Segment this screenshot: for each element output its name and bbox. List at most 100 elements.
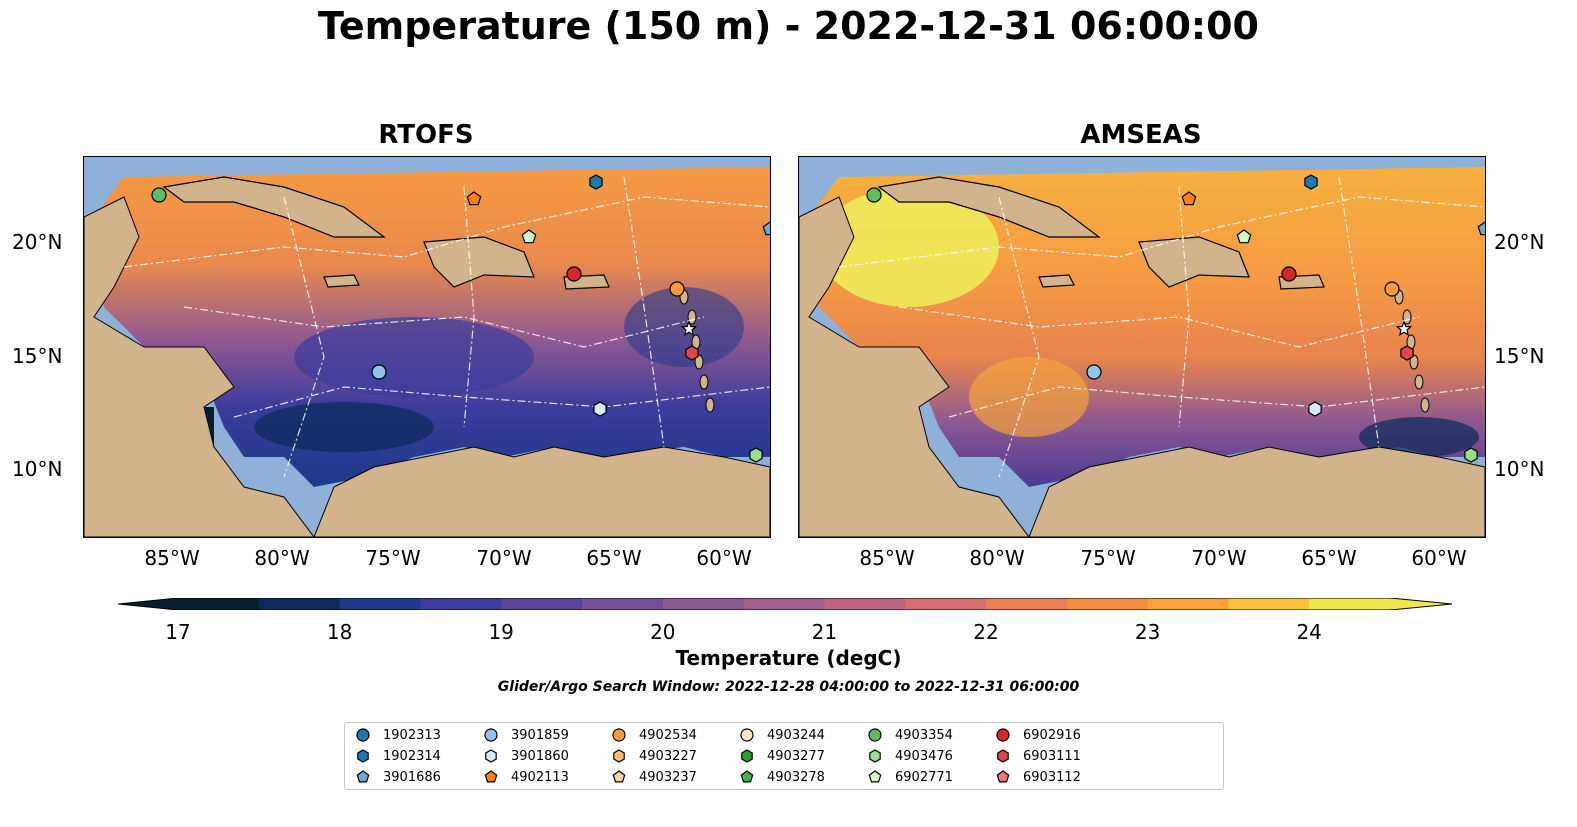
map-canvas bbox=[84, 157, 770, 537]
legend-item-label: 1902314 bbox=[383, 748, 441, 764]
legend-item: 6903112 bbox=[995, 767, 1081, 787]
legend-item: 3901859 bbox=[483, 725, 569, 745]
lon-tick-label: 80°W bbox=[254, 546, 310, 570]
colorbar bbox=[118, 598, 1452, 610]
colorbar-segment bbox=[743, 598, 825, 610]
float-marker bbox=[1086, 364, 1102, 380]
float-marker bbox=[762, 221, 770, 236]
lon-tick-label: 70°W bbox=[476, 546, 532, 570]
float-marker bbox=[1400, 345, 1414, 361]
colorbar-tick-label: 17 bbox=[165, 620, 191, 644]
panel-title-rtofs: RTOFS bbox=[378, 120, 474, 150]
legend-item-label: 3901686 bbox=[383, 769, 441, 785]
legend-item: 3901686 bbox=[355, 767, 441, 787]
lat-tick-label: 15°N bbox=[12, 344, 63, 368]
colorbar-segment bbox=[1066, 598, 1149, 610]
legend-item-label: 4903244 bbox=[767, 727, 825, 743]
hexagon-marker-icon bbox=[741, 749, 753, 763]
legend-item-label: 4903476 bbox=[895, 748, 953, 764]
lon-tick-label: 60°W bbox=[696, 546, 752, 570]
legend-item: 4903244 bbox=[739, 725, 825, 745]
colorbar-tick-label: 21 bbox=[811, 620, 838, 644]
map-canvas bbox=[799, 157, 1485, 537]
lon-tick-label: 70°W bbox=[1191, 546, 1247, 570]
hexagon-marker-icon bbox=[997, 749, 1009, 763]
hexagon-marker-icon bbox=[485, 749, 497, 763]
legend-item: 4903354 bbox=[867, 725, 953, 745]
legend-item-label: 3901860 bbox=[511, 748, 569, 764]
pentagon-marker-icon bbox=[740, 770, 754, 783]
float-marker bbox=[371, 364, 387, 380]
lat-tick-label: 20°N bbox=[1494, 230, 1545, 254]
lat-tick-label: 10°N bbox=[12, 457, 63, 481]
legend-item: 4902534 bbox=[611, 725, 697, 745]
legend-item-label: 6902916 bbox=[1023, 727, 1081, 743]
lat-tick-label: 20°N bbox=[12, 230, 63, 254]
colorbar-segment bbox=[1228, 598, 1310, 610]
legend-item: 4903278 bbox=[739, 767, 825, 787]
float-marker bbox=[1281, 266, 1297, 282]
lon-tick-label: 85°W bbox=[859, 546, 915, 570]
colorbar-tick-label: 18 bbox=[326, 620, 353, 644]
float-marker bbox=[466, 191, 482, 206]
float-marker bbox=[1477, 221, 1485, 236]
circle-marker-icon bbox=[484, 728, 498, 742]
circle-marker-icon bbox=[740, 728, 754, 742]
legend-item-label: 6903112 bbox=[1023, 769, 1081, 785]
float-legend: 1902313 1902314 3901686 3901859 3901860 49021… bbox=[344, 722, 1224, 790]
float-marker bbox=[685, 345, 699, 361]
legend-item: 3901860 bbox=[483, 746, 569, 766]
pentagon-marker-icon bbox=[612, 770, 626, 783]
legend-item-label: 4903354 bbox=[895, 727, 953, 743]
colorbar-segment bbox=[339, 598, 421, 610]
hexagon-marker-icon bbox=[869, 749, 881, 763]
legend-item-label: 4903237 bbox=[639, 769, 697, 785]
float-marker bbox=[1236, 229, 1252, 244]
legend-item: 4903237 bbox=[611, 767, 697, 787]
legend-item: 1902313 bbox=[355, 725, 441, 745]
legend-item: 4902113 bbox=[483, 767, 569, 787]
float-marker bbox=[1384, 281, 1400, 297]
legend-item-label: 6903111 bbox=[1023, 748, 1081, 764]
legend-item: 4903277 bbox=[739, 746, 825, 766]
float-marker bbox=[589, 174, 603, 190]
colorbar-label: Temperature (degC) bbox=[675, 646, 902, 670]
circle-marker-icon bbox=[612, 728, 626, 742]
colorbar-tick-label: 20 bbox=[650, 620, 676, 644]
colorbar-segment bbox=[662, 598, 745, 610]
colorbar-segment bbox=[258, 598, 341, 610]
pentagon-marker-icon bbox=[484, 770, 498, 783]
legend-item: 6902771 bbox=[867, 767, 953, 787]
pentagon-marker-icon bbox=[996, 770, 1010, 783]
pentagon-marker-icon bbox=[868, 770, 882, 783]
colorbar-segment bbox=[178, 598, 260, 610]
legend-item: 6902916 bbox=[995, 725, 1081, 745]
colorbar-segment bbox=[905, 598, 987, 610]
map-panel-rtofs bbox=[83, 156, 771, 538]
legend-item-label: 4903227 bbox=[639, 748, 697, 764]
legend-item-label: 4903278 bbox=[767, 769, 825, 785]
colorbar-tick-label: 19 bbox=[488, 620, 514, 644]
legend-item: 6903111 bbox=[995, 746, 1081, 766]
hexagon-marker-icon bbox=[613, 749, 625, 763]
float-marker bbox=[593, 401, 607, 417]
legend-item-label: 4903277 bbox=[767, 748, 825, 764]
float-marker bbox=[151, 187, 167, 203]
circle-marker-icon bbox=[356, 728, 370, 742]
float-marker bbox=[749, 447, 763, 463]
pentagon-marker-icon bbox=[356, 770, 370, 783]
legend-item-label: 1902313 bbox=[383, 727, 441, 743]
float-marker bbox=[680, 320, 698, 336]
colorbar-segment bbox=[420, 598, 502, 610]
lon-tick-label: 65°W bbox=[1301, 546, 1357, 570]
legend-item: 4903476 bbox=[867, 746, 953, 766]
legend-item-label: 3901859 bbox=[511, 727, 569, 743]
float-marker bbox=[1464, 447, 1478, 463]
colorbar-tick-label: 22 bbox=[973, 620, 999, 644]
map-panel-amseas bbox=[798, 156, 1486, 538]
search-window-caption: Glider/Argo Search Window: 2022-12-28 04… bbox=[497, 679, 1080, 695]
lon-tick-label: 60°W bbox=[1411, 546, 1467, 570]
colorbar-segment bbox=[986, 598, 1068, 610]
circle-marker-icon bbox=[868, 728, 882, 742]
legend-item-label: 4902534 bbox=[639, 727, 697, 743]
